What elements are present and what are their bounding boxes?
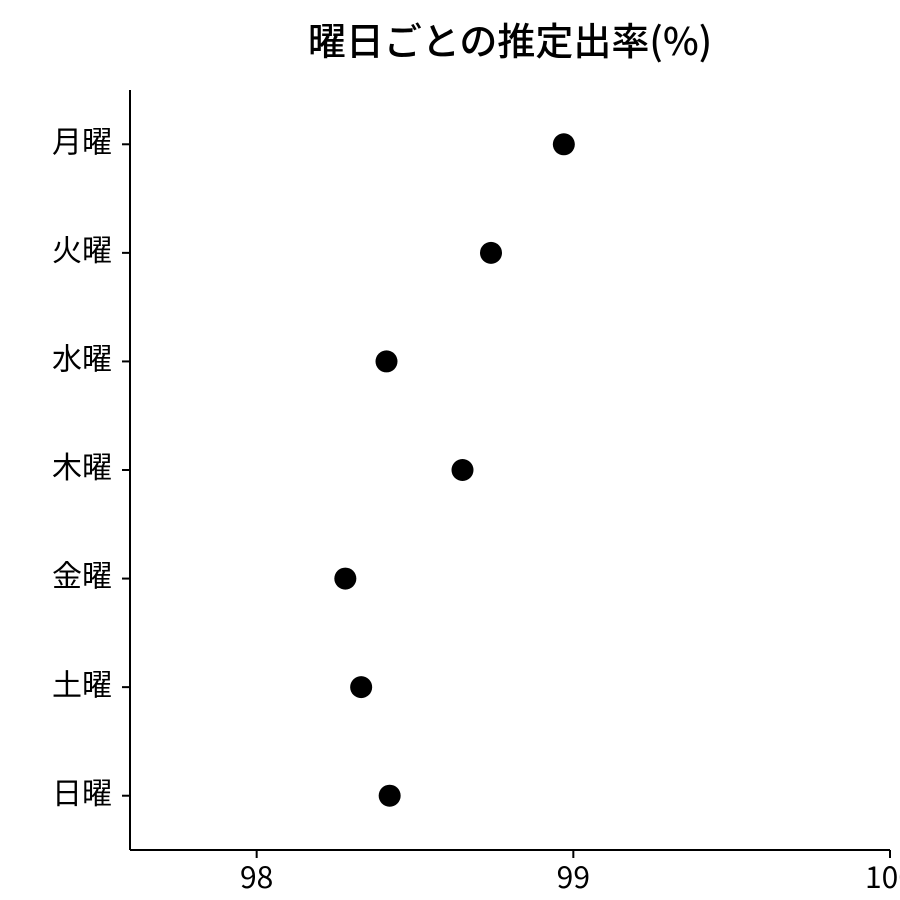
y-tick-label: 日曜 bbox=[52, 769, 112, 813]
data-point bbox=[379, 785, 401, 807]
x-tick-label: 98 bbox=[240, 853, 273, 897]
x-tick-label: 100 bbox=[865, 853, 900, 897]
data-point bbox=[452, 459, 474, 481]
y-tick-label: 土曜 bbox=[52, 660, 112, 704]
x-tick-label: 99 bbox=[557, 853, 590, 897]
y-tick-label: 月曜 bbox=[52, 117, 112, 161]
y-tick-label: 木曜 bbox=[52, 443, 112, 487]
data-point bbox=[553, 133, 575, 155]
chart-container: 曜日ごとの推定出率(%) 月曜火曜水曜木曜金曜土曜日曜 98 99 100 bbox=[0, 0, 900, 900]
chart-title: 曜日ごとの推定出率(%) bbox=[308, 11, 712, 66]
dot-chart: 曜日ごとの推定出率(%) 月曜火曜水曜木曜金曜土曜日曜 98 99 100 bbox=[0, 0, 900, 900]
y-tick-label: 金曜 bbox=[52, 552, 112, 596]
data-point bbox=[376, 350, 398, 372]
data-point bbox=[334, 568, 356, 590]
data-point bbox=[480, 242, 502, 264]
y-tick-label: 火曜 bbox=[52, 226, 112, 270]
y-tick-label: 水曜 bbox=[52, 335, 112, 379]
data-point bbox=[350, 676, 372, 698]
